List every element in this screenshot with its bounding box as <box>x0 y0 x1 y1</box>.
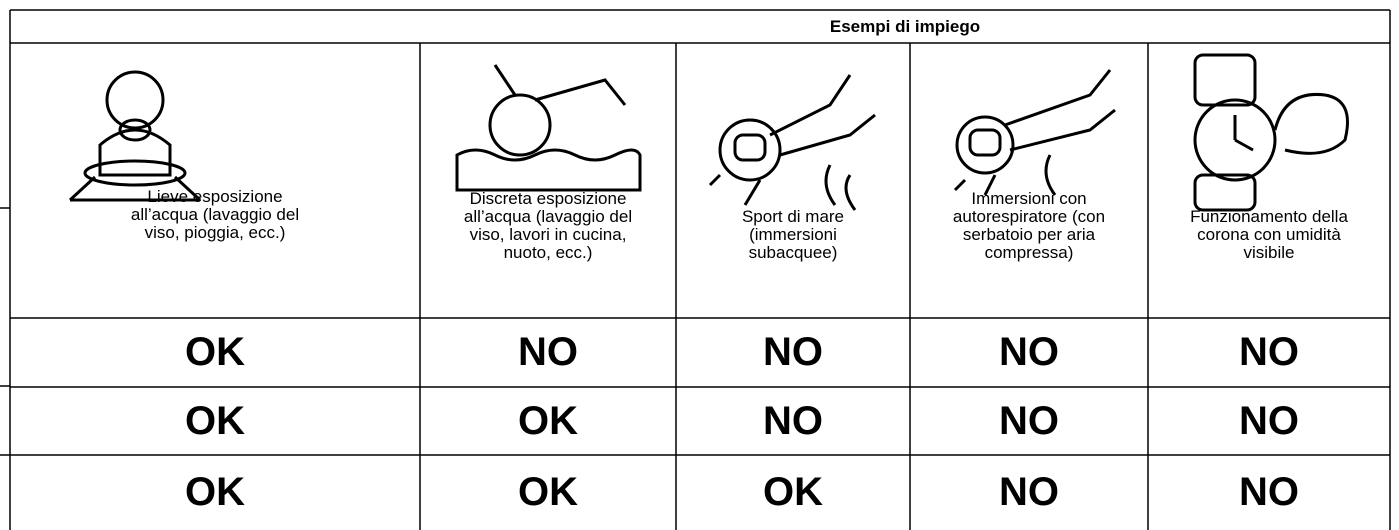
cell-value: NO <box>763 330 823 374</box>
column-label: Funzionamento della corona con umidità vis… <box>1148 43 1390 290</box>
column-label: Immersioni con autorespiratore (con serbat… <box>910 43 1148 290</box>
cell-value: OK <box>185 470 245 514</box>
illustration-snorkeling <box>708 74 876 211</box>
column-label: Sport di mare (immersioni subacquee) <box>676 43 910 290</box>
cell-value: OK <box>185 330 245 374</box>
cell-value: NO <box>999 470 1059 514</box>
illustration-swimming <box>455 64 642 192</box>
label-line: autorespiratore (con <box>952 207 1106 226</box>
cell-value: NO <box>518 330 578 374</box>
label-line: Discreta esposizione <box>469 189 627 208</box>
cell-value: NO <box>1239 330 1299 374</box>
cell-value: NO <box>1239 470 1299 514</box>
cell-value: NO <box>1239 398 1299 443</box>
cell-value: OK <box>185 398 245 443</box>
label-line: serbatoio per aria <box>962 225 1096 244</box>
cell-value: OK <box>518 398 578 443</box>
cell-value: OK <box>518 470 578 514</box>
cell-value: OK <box>763 470 823 514</box>
label-line: nuoto, ecc.) <box>503 243 593 262</box>
label-line: viso, lavori in cucina, <box>469 225 627 244</box>
label-line: visibile <box>1243 243 1295 262</box>
cell-value: NO <box>999 330 1059 374</box>
label-line: viso, pioggia, ecc.) <box>144 223 286 242</box>
label-line: compressa) <box>984 243 1074 262</box>
illustration-face-wash <box>68 70 202 202</box>
cell-value: NO <box>999 398 1059 443</box>
label-line: Lieve esposizione <box>147 187 283 206</box>
illustration-scuba <box>953 69 1116 196</box>
label-line: Sport di mare <box>741 207 845 226</box>
label-line: all’acqua (lavaggio del <box>463 207 633 226</box>
label-line: Immersioni con <box>971 189 1087 208</box>
label-line: all’acqua (lavaggio del <box>130 205 300 224</box>
label-line: corona con umidità <box>1197 225 1341 244</box>
label-line: subacquee) <box>748 243 838 262</box>
label-line: Funzionamento della <box>1190 207 1348 226</box>
header-title: Esempi di impiego <box>829 16 981 36</box>
column-label: Discreta esposizione all’acqua (lavaggio … <box>420 43 676 290</box>
illustration-watch-crown <box>1193 53 1349 212</box>
label-line: (immersioni <box>749 225 837 244</box>
column-label: Lieve esposizione all’acqua (lavaggio del… <box>10 43 420 290</box>
cell-value: NO <box>763 398 823 443</box>
